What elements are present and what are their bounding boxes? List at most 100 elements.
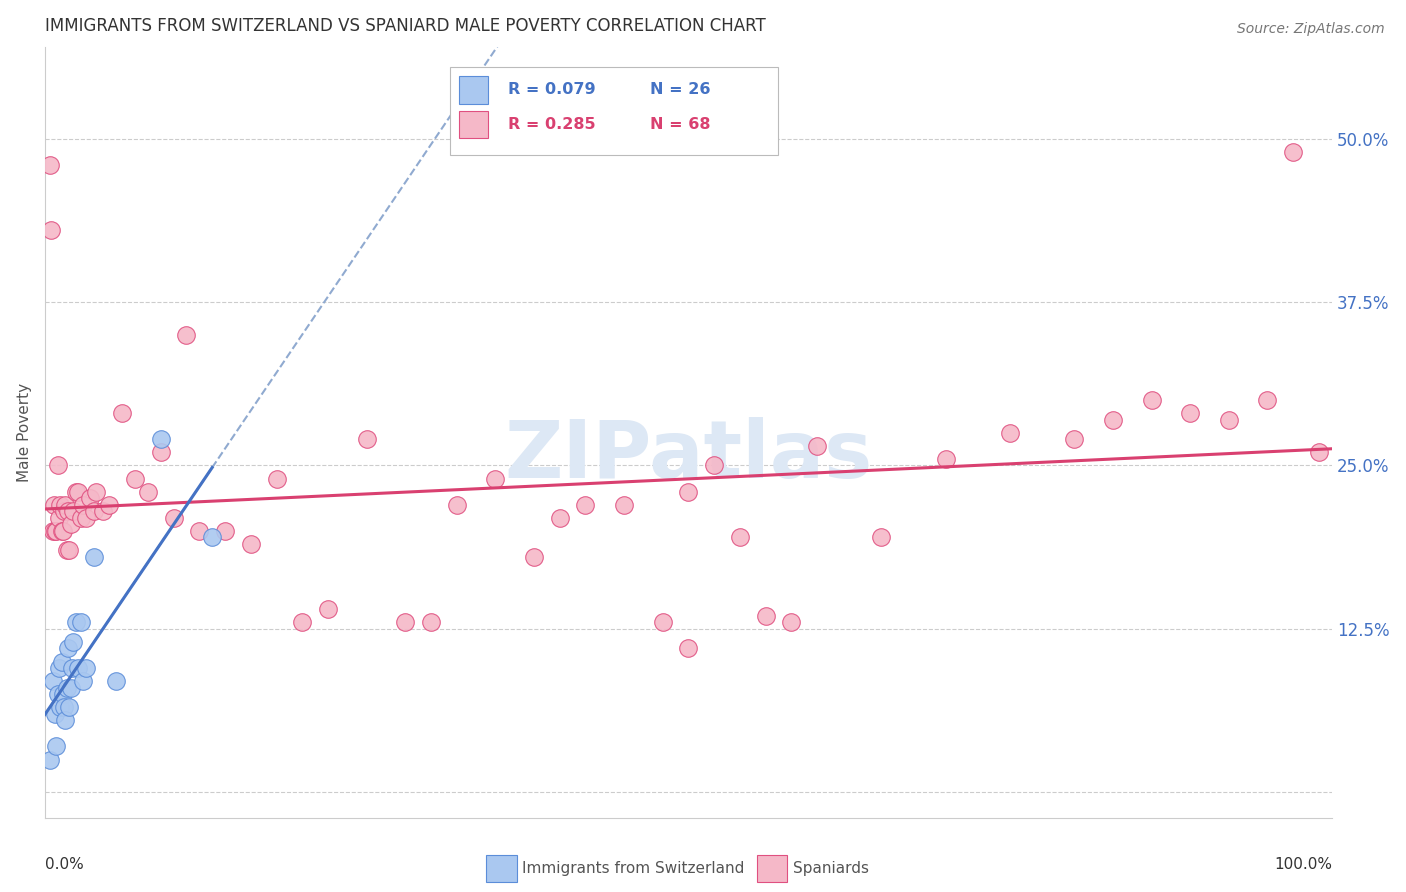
Point	[45, 739, 67, 754]
Text: Source: ZipAtlas.com: Source: ZipAtlas.com	[1237, 22, 1385, 37]
Point	[39, 158, 62, 172]
Point	[51, 655, 73, 669]
Y-axis label: Male Poverty: Male Poverty	[17, 384, 32, 483]
Point	[56, 504, 79, 518]
Point	[59, 517, 82, 532]
Point	[46, 687, 69, 701]
Text: 0.0%: 0.0%	[45, 857, 83, 871]
Point	[39, 752, 62, 766]
Point	[162, 510, 184, 524]
Point	[55, 681, 77, 695]
FancyBboxPatch shape	[450, 67, 779, 155]
Point	[484, 472, 506, 486]
Point	[55, 543, 77, 558]
Point	[41, 674, 63, 689]
Point	[39, 223, 62, 237]
Point	[316, 602, 339, 616]
Point	[394, 615, 416, 630]
Point	[188, 524, 211, 538]
Point	[51, 524, 73, 538]
Point	[72, 498, 94, 512]
Point	[67, 484, 90, 499]
Point	[149, 445, 172, 459]
Point	[678, 484, 700, 499]
Point	[806, 439, 828, 453]
Point	[62, 504, 84, 518]
Point	[755, 608, 778, 623]
Point	[79, 491, 101, 505]
Point	[548, 510, 571, 524]
Point	[1218, 413, 1240, 427]
Point	[1282, 145, 1305, 159]
Point	[67, 661, 90, 675]
Point	[870, 530, 893, 544]
Text: Spaniards: Spaniards	[793, 861, 869, 876]
Point	[53, 504, 76, 518]
FancyBboxPatch shape	[486, 855, 517, 882]
Point	[780, 615, 803, 630]
Point	[446, 498, 468, 512]
Text: ZIPatlas: ZIPatlas	[505, 417, 873, 495]
Point	[1140, 393, 1163, 408]
Point	[98, 498, 121, 512]
FancyBboxPatch shape	[460, 76, 488, 103]
Point	[44, 524, 66, 538]
Point	[91, 504, 114, 518]
Point	[1180, 406, 1202, 420]
Point	[49, 700, 72, 714]
Point	[239, 537, 262, 551]
Text: Immigrants from Switzerland: Immigrants from Switzerland	[523, 861, 745, 876]
Point	[136, 484, 159, 499]
FancyBboxPatch shape	[460, 111, 488, 138]
Point	[55, 498, 77, 512]
Point	[55, 714, 77, 728]
Point	[728, 530, 751, 544]
Point	[65, 484, 87, 499]
Point	[678, 641, 700, 656]
Point	[291, 615, 314, 630]
Point	[111, 406, 134, 420]
Point	[574, 498, 596, 512]
Point	[613, 498, 636, 512]
Point	[52, 524, 75, 538]
Point	[420, 615, 443, 630]
Point	[1256, 393, 1278, 408]
Point	[45, 524, 67, 538]
Point	[83, 549, 105, 564]
Point	[41, 524, 63, 538]
Point	[523, 549, 546, 564]
Text: N = 68: N = 68	[650, 117, 710, 132]
Text: N = 26: N = 26	[650, 82, 710, 97]
Point	[46, 458, 69, 473]
Point	[53, 700, 76, 714]
FancyBboxPatch shape	[756, 855, 787, 882]
Point	[42, 498, 65, 512]
Point	[60, 661, 83, 675]
Point	[49, 498, 72, 512]
Point	[52, 687, 75, 701]
Point	[70, 510, 93, 524]
Point	[56, 641, 79, 656]
Point	[998, 425, 1021, 440]
Point	[266, 472, 288, 486]
Point	[356, 433, 378, 447]
Point	[59, 681, 82, 695]
Text: 100.0%: 100.0%	[1274, 857, 1331, 871]
Point	[75, 661, 97, 675]
Point	[58, 700, 80, 714]
Point	[62, 635, 84, 649]
Point	[65, 615, 87, 630]
Point	[70, 615, 93, 630]
Point	[1102, 413, 1125, 427]
Point	[83, 504, 105, 518]
Point	[58, 543, 80, 558]
Point	[48, 661, 70, 675]
Point	[44, 706, 66, 721]
Text: R = 0.285: R = 0.285	[508, 117, 596, 132]
Text: IMMIGRANTS FROM SWITZERLAND VS SPANIARD MALE POVERTY CORRELATION CHART: IMMIGRANTS FROM SWITZERLAND VS SPANIARD …	[45, 17, 766, 35]
Point	[214, 524, 236, 538]
Text: R = 0.079: R = 0.079	[508, 82, 596, 97]
Point	[703, 458, 725, 473]
Point	[86, 484, 108, 499]
Point	[1308, 445, 1330, 459]
